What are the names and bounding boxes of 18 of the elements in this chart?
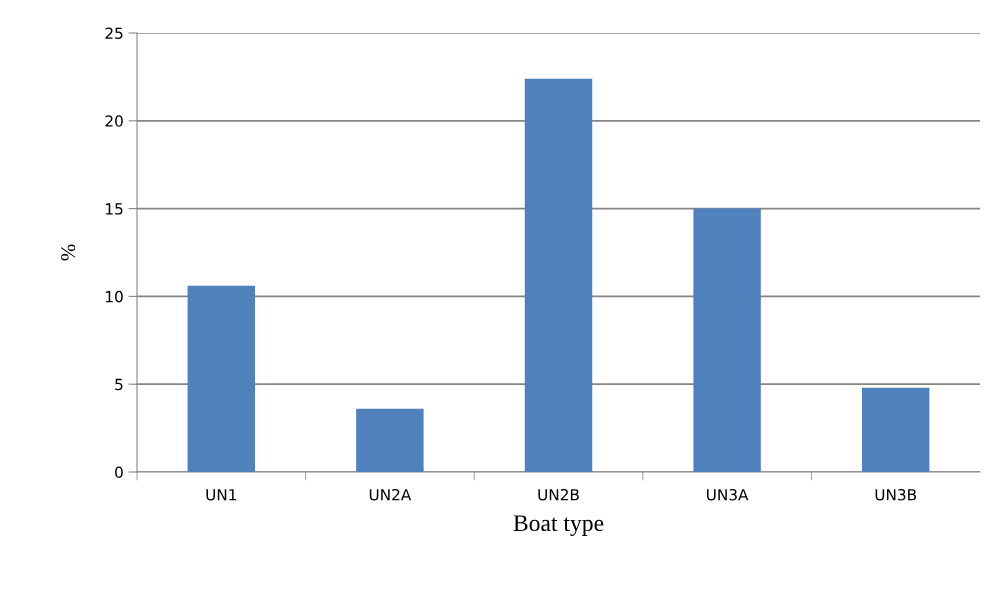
bar (356, 408, 424, 472)
y-axis-title: % (61, 244, 76, 261)
x-tick-label: UN2A (369, 488, 412, 501)
y-tick-label: 5 (115, 378, 123, 391)
y-tick-label: 0 (115, 466, 123, 479)
bar (693, 208, 761, 472)
bar (187, 285, 256, 472)
y-tick-label: 10 (106, 290, 123, 303)
x-tick-label: UN3A (707, 488, 749, 501)
x-tick-label: UN2B (538, 488, 579, 501)
y-tick-label: 20 (105, 115, 123, 127)
y-tick-label: 25 (105, 27, 123, 40)
x-axis-title: Boat type (513, 515, 604, 536)
x-tick-label: UN3B (875, 488, 917, 501)
x-tick-label: UN1 (206, 489, 237, 501)
y-tick-label: 15 (106, 203, 123, 215)
bar (524, 78, 593, 472)
bar (861, 387, 930, 472)
